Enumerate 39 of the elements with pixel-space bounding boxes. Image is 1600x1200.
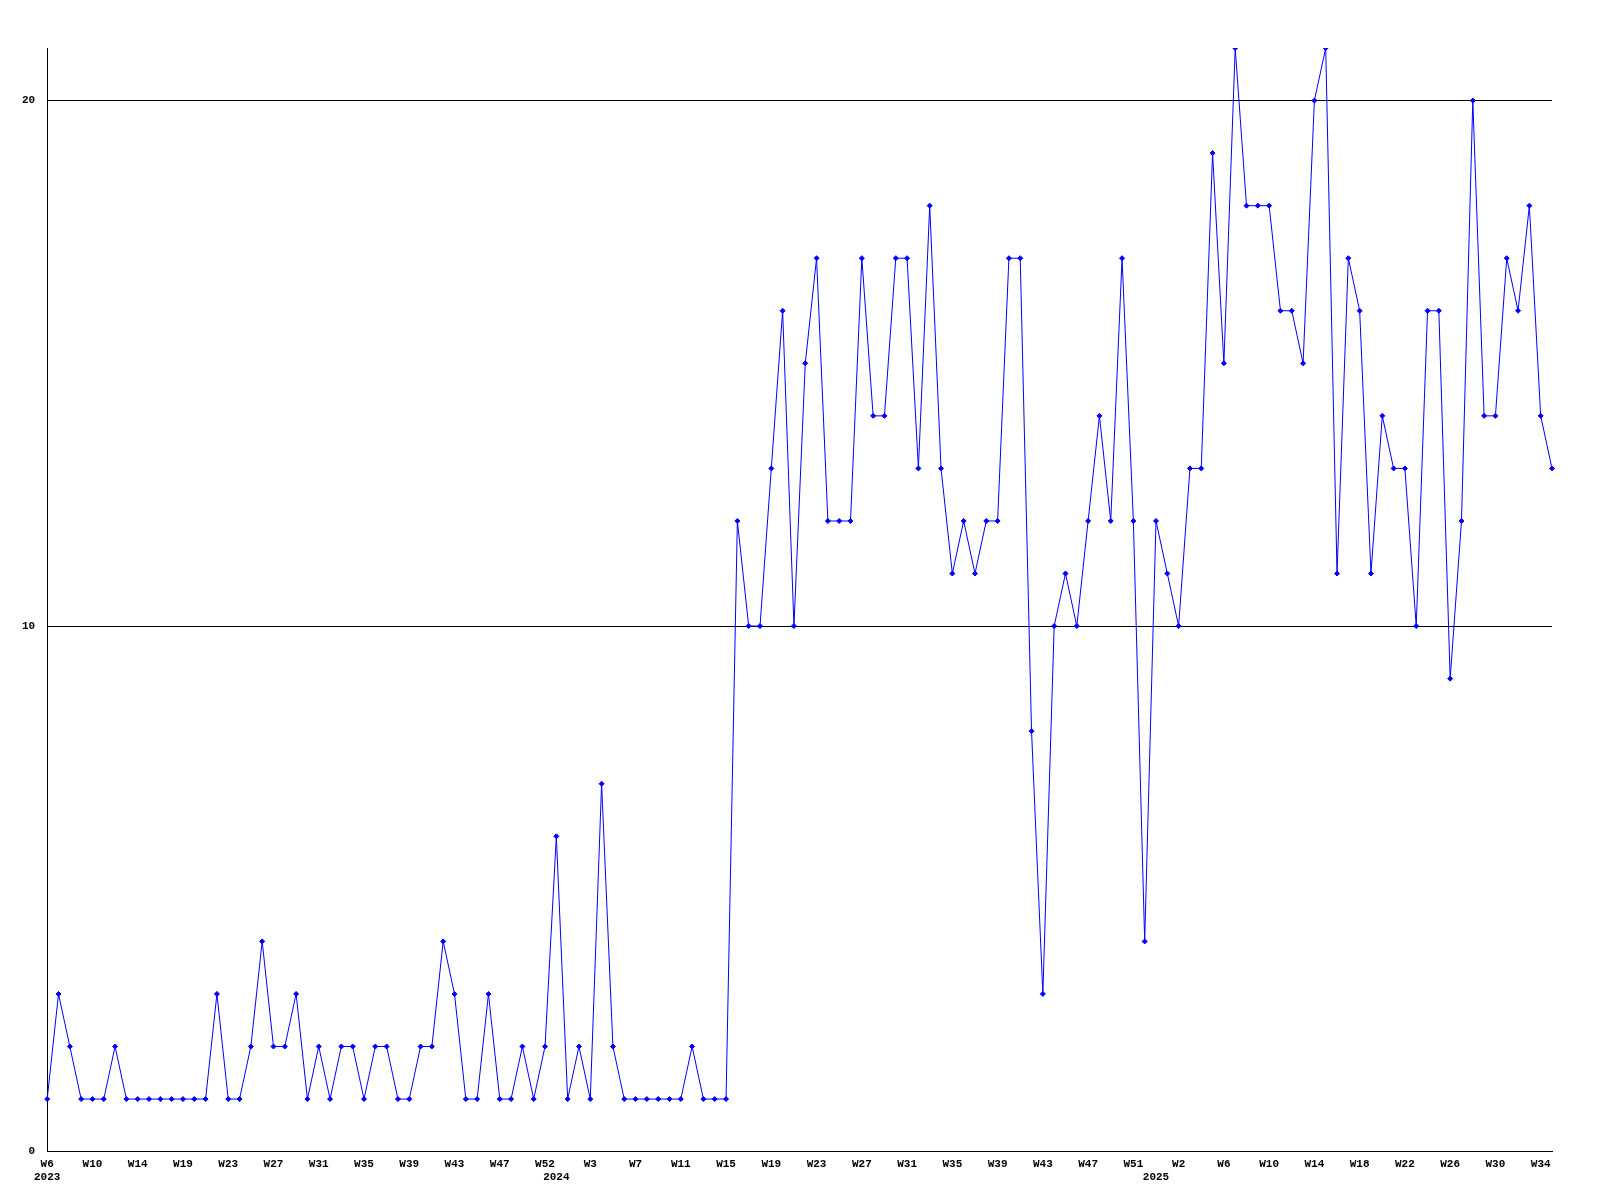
- x-tick-label: W39: [987, 1157, 1008, 1170]
- x-tick-label: W10: [1259, 1157, 1280, 1170]
- x-tick-label: W34: [1530, 1157, 1551, 1170]
- x-tick-label: W35: [942, 1157, 963, 1170]
- x-tick-label: W47: [489, 1157, 510, 1170]
- x-tick-label: W52: [535, 1157, 555, 1170]
- x-tick-label: W19: [761, 1157, 782, 1170]
- x-tick-label: W7: [628, 1157, 643, 1170]
- x-tick-label: W6: [1217, 1157, 1231, 1170]
- x-tick-label: W26: [1440, 1157, 1461, 1170]
- x-tick-label: W31: [308, 1157, 330, 1170]
- x-tick-label: W23: [806, 1157, 827, 1170]
- x-tick-label: W14: [1304, 1157, 1325, 1170]
- x-tick-label: W35: [354, 1157, 375, 1170]
- x-tick-label: W19: [173, 1157, 193, 1170]
- y-tick-label: 0: [28, 1145, 36, 1158]
- x-tick-label: W43: [444, 1157, 465, 1170]
- x-tick-label: W11: [670, 1157, 692, 1170]
- x-tick-label: W47: [1078, 1157, 1099, 1170]
- x-tick-label: W23: [218, 1157, 239, 1170]
- x-tick-label: W31: [897, 1157, 918, 1170]
- x-tick-label: W2: [1172, 1157, 1186, 1170]
- x-tick-label: W10: [82, 1157, 103, 1170]
- x-tick-label: W15: [716, 1157, 737, 1170]
- x-tick-label: W27: [851, 1157, 872, 1170]
- x-tick-label: W14: [127, 1157, 149, 1170]
- x-tick-label: W22: [1395, 1157, 1415, 1170]
- x-tick-label: W18: [1349, 1157, 1370, 1170]
- y-tick-label: 10: [22, 619, 36, 632]
- x-tick-label: 2025: [1142, 1171, 1170, 1184]
- y-tick-label: 20: [22, 94, 36, 107]
- x-tick-label: W51: [1123, 1157, 1144, 1170]
- x-tick-label: 2024: [543, 1171, 570, 1184]
- x-tick-label: W30: [1485, 1157, 1506, 1170]
- x-tick-label: W43: [1032, 1157, 1054, 1170]
- x-tick-label: W6 2023: [34, 1157, 61, 1184]
- x-tick-label: W27: [263, 1157, 284, 1170]
- x-tick-label: W3: [583, 1157, 598, 1170]
- x-tick-label: W39: [399, 1157, 420, 1170]
